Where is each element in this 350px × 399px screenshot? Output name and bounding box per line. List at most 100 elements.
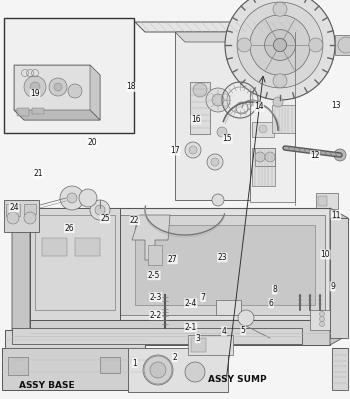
Circle shape	[206, 88, 230, 112]
Circle shape	[217, 127, 227, 137]
Bar	[190, 82, 210, 134]
Bar	[128, 348, 228, 392]
Text: 6: 6	[269, 299, 274, 308]
Text: 14: 14	[254, 103, 264, 111]
Text: 2-2: 2-2	[150, 311, 162, 320]
Circle shape	[255, 152, 265, 162]
Text: 13: 13	[331, 101, 341, 110]
Bar	[316, 193, 338, 209]
Bar	[17, 108, 29, 116]
Circle shape	[24, 212, 36, 224]
Circle shape	[24, 76, 46, 98]
Bar	[100, 357, 120, 373]
Polygon shape	[14, 65, 100, 120]
Text: 1: 1	[132, 359, 137, 367]
Circle shape	[273, 74, 287, 88]
Circle shape	[211, 158, 219, 166]
Bar	[75, 238, 100, 256]
Polygon shape	[14, 110, 100, 120]
Bar	[4, 200, 39, 232]
Bar	[330, 218, 348, 338]
Circle shape	[49, 78, 67, 96]
Circle shape	[237, 38, 251, 52]
Text: 22: 22	[130, 216, 140, 225]
Text: 11: 11	[331, 211, 341, 220]
Bar	[191, 338, 206, 352]
Text: 26: 26	[64, 224, 74, 233]
Polygon shape	[285, 22, 305, 32]
Circle shape	[60, 186, 84, 210]
Text: 2-3: 2-3	[149, 293, 162, 302]
Text: 15: 15	[223, 134, 232, 143]
Polygon shape	[135, 225, 315, 305]
Text: ASSY BASE: ASSY BASE	[20, 381, 75, 389]
Circle shape	[150, 362, 166, 378]
Polygon shape	[30, 320, 330, 345]
Bar	[260, 50, 285, 80]
Bar	[2, 348, 147, 390]
Bar	[6, 204, 20, 216]
Circle shape	[143, 355, 173, 385]
Bar	[12, 328, 302, 344]
Bar	[310, 310, 335, 330]
Bar	[35, 215, 115, 310]
Bar	[32, 108, 44, 114]
Text: 16: 16	[191, 115, 201, 124]
Circle shape	[237, 2, 323, 88]
Polygon shape	[175, 32, 260, 42]
Circle shape	[334, 149, 346, 161]
Text: 19: 19	[30, 89, 40, 98]
Polygon shape	[135, 22, 295, 32]
Circle shape	[225, 0, 335, 100]
Bar	[24, 204, 36, 214]
Circle shape	[79, 189, 97, 207]
Circle shape	[185, 362, 205, 382]
Polygon shape	[250, 32, 260, 42]
Circle shape	[7, 212, 19, 224]
Text: 5: 5	[241, 326, 246, 335]
Circle shape	[95, 205, 105, 215]
Circle shape	[273, 2, 287, 16]
Text: 21: 21	[34, 169, 43, 178]
Text: 12: 12	[310, 151, 320, 160]
Bar	[148, 245, 162, 265]
Circle shape	[193, 83, 207, 97]
Text: ASSY SUMP: ASSY SUMP	[208, 375, 267, 384]
Bar	[252, 122, 274, 137]
Bar	[4, 18, 134, 133]
Circle shape	[259, 125, 267, 133]
Bar	[8, 357, 28, 375]
Bar	[5, 330, 145, 368]
Text: 27: 27	[168, 255, 177, 264]
Text: 4: 4	[222, 327, 226, 336]
Text: 2-4: 2-4	[184, 299, 197, 308]
Text: 2-5: 2-5	[148, 271, 160, 280]
Text: 25: 25	[100, 214, 110, 223]
Circle shape	[320, 316, 324, 322]
Circle shape	[189, 146, 197, 154]
Text: 2: 2	[173, 353, 177, 361]
Polygon shape	[90, 65, 100, 120]
Polygon shape	[272, 82, 295, 95]
Polygon shape	[30, 208, 120, 320]
Bar	[318, 196, 327, 206]
Text: 8: 8	[272, 285, 277, 294]
Text: 2-1: 2-1	[185, 323, 197, 332]
Circle shape	[54, 83, 62, 91]
Text: 10: 10	[321, 250, 330, 259]
Circle shape	[265, 30, 295, 60]
Bar	[42, 238, 67, 256]
Bar	[252, 148, 275, 186]
Bar	[335, 35, 350, 55]
Polygon shape	[120, 215, 325, 315]
Circle shape	[238, 310, 254, 326]
Bar	[188, 335, 233, 355]
Circle shape	[338, 37, 350, 53]
Circle shape	[265, 152, 275, 162]
Text: 17: 17	[170, 146, 180, 155]
Polygon shape	[30, 208, 330, 320]
Text: 3: 3	[195, 334, 200, 343]
Circle shape	[207, 154, 223, 170]
Circle shape	[265, 333, 275, 343]
Bar	[255, 148, 275, 166]
